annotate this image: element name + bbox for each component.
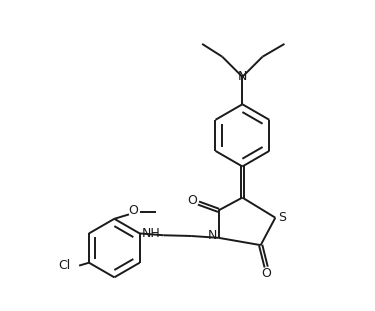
Text: N: N — [238, 70, 247, 83]
Text: NH: NH — [141, 227, 160, 240]
Text: O: O — [187, 194, 197, 207]
Text: Cl: Cl — [58, 259, 70, 272]
Text: S: S — [278, 211, 286, 224]
Text: N: N — [207, 230, 217, 243]
Text: O: O — [128, 204, 138, 217]
Text: O: O — [261, 267, 271, 280]
